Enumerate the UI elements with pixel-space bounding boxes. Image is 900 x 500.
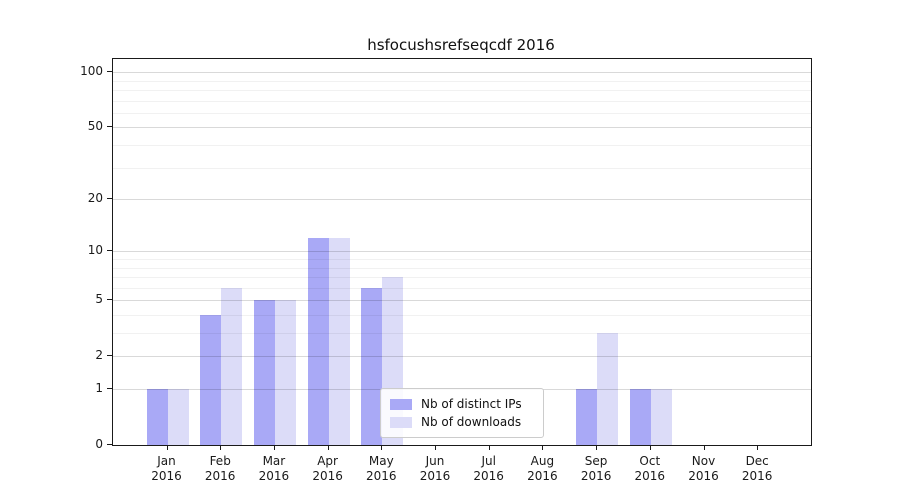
legend-label: Nb of distinct IPs [421,397,522,411]
y-axis-tick-label: 20 [87,191,103,206]
legend-swatch [390,398,412,410]
x-axis-tick-label: Aug 2016 [527,454,558,483]
bar-mar-downloads [274,300,296,445]
bar-sep-distinct-ips [576,389,598,445]
x-axis-tick-label: Jun 2016 [419,454,451,483]
x-tick-mark [327,445,329,450]
minor-gridline [113,80,811,82]
legend-item: Nb of downloads [390,413,534,431]
bar-mar-distinct-ips [253,300,275,445]
y-tick-mark [107,388,112,389]
minor-gridline [113,167,811,169]
plot-area [112,58,812,446]
legend-label: Nb of downloads [421,415,522,429]
bar-apr-distinct-ips [307,237,329,445]
minor-gridline [113,267,811,269]
bar-oct-distinct-ips [629,389,651,445]
x-tick-mark [703,445,705,450]
minor-gridline [113,277,811,279]
y-axis-tick-label: 10 [87,243,103,258]
y-tick-mark [107,198,112,200]
minor-gridline [113,259,811,260]
minor-gridline [113,333,811,335]
legend: Nb of distinct IPs Nb of downloads [380,388,544,438]
major-gridline [113,72,811,74]
x-tick-mark [757,445,759,450]
x-tick-mark [649,445,651,450]
bar-may-distinct-ips [361,287,383,445]
bar-feb-downloads [221,287,243,445]
major-gridline [113,127,811,129]
x-axis-tick-label: May 2016 [366,454,397,483]
x-axis-tick-label: Oct 2016 [634,454,666,483]
x-tick-mark [166,445,168,450]
x-axis-tick-label: Nov 2016 [688,454,719,483]
x-tick-mark [596,445,598,450]
x-axis-tick-label: Jan 2016 [151,454,182,483]
bar-jan-downloads [167,389,189,445]
major-gridline [113,300,811,302]
y-axis-tick-label: 100 [80,64,103,79]
y-axis-tick-label: 5 [95,292,103,307]
y-tick-mark [107,444,112,445]
y-axis-tick-label: 1 [95,381,103,395]
minor-gridline [113,314,811,316]
x-axis-tick-label: Mar 2016 [258,454,290,483]
x-axis-tick-label: Jul 2016 [473,454,504,483]
minor-gridline [113,287,811,289]
x-tick-mark [220,445,222,450]
bar-oct-downloads [650,389,672,445]
y-tick-mark [107,355,112,357]
y-axis-tick-label: 0 [95,437,103,451]
minor-gridline [113,145,811,147]
y-axis-tick-label: 2 [95,348,103,363]
bar-jan-distinct-ips [146,389,168,445]
y-axis-tick-label: 50 [87,119,103,134]
minor-gridline [113,100,811,102]
bar-apr-downloads [328,237,350,445]
x-tick-mark [435,445,436,450]
x-tick-mark [273,445,275,450]
bar-feb-distinct-ips [200,314,222,445]
minor-gridline [113,112,811,114]
major-gridline [113,199,811,201]
x-tick-mark [542,445,544,450]
y-tick-mark [107,250,112,252]
x-axis-tick-label: Feb 2016 [204,454,236,483]
x-axis-tick-label: Dec 2016 [741,454,773,483]
minor-gridline [113,90,811,92]
y-tick-mark [107,299,112,301]
legend-item: Nb of distinct IPs [390,395,534,413]
x-axis-tick-label: Apr 2016 [312,454,343,483]
x-axis-tick-label: Sep 2016 [580,454,612,483]
y-tick-mark [107,126,112,128]
x-tick-mark [488,445,490,450]
bar-sep-downloads [597,333,619,445]
legend-swatch [390,416,412,428]
x-tick-mark [381,445,383,450]
y-tick-mark [107,71,112,73]
major-gridline [113,356,811,358]
chart-title: hsfocushsrefseqcdf 2016 [367,36,555,54]
major-gridline [113,251,811,253]
